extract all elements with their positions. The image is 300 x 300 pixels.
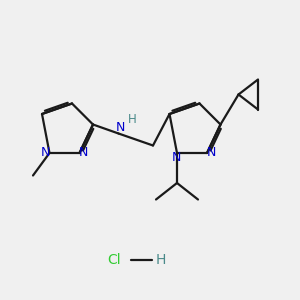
Text: H: H [155, 253, 166, 266]
Text: N: N [172, 151, 181, 164]
Text: N: N [207, 146, 216, 160]
Text: H: H [128, 112, 136, 126]
Text: N: N [41, 146, 50, 160]
Text: N: N [115, 121, 125, 134]
Text: N: N [79, 146, 88, 160]
Text: Cl: Cl [107, 253, 121, 266]
